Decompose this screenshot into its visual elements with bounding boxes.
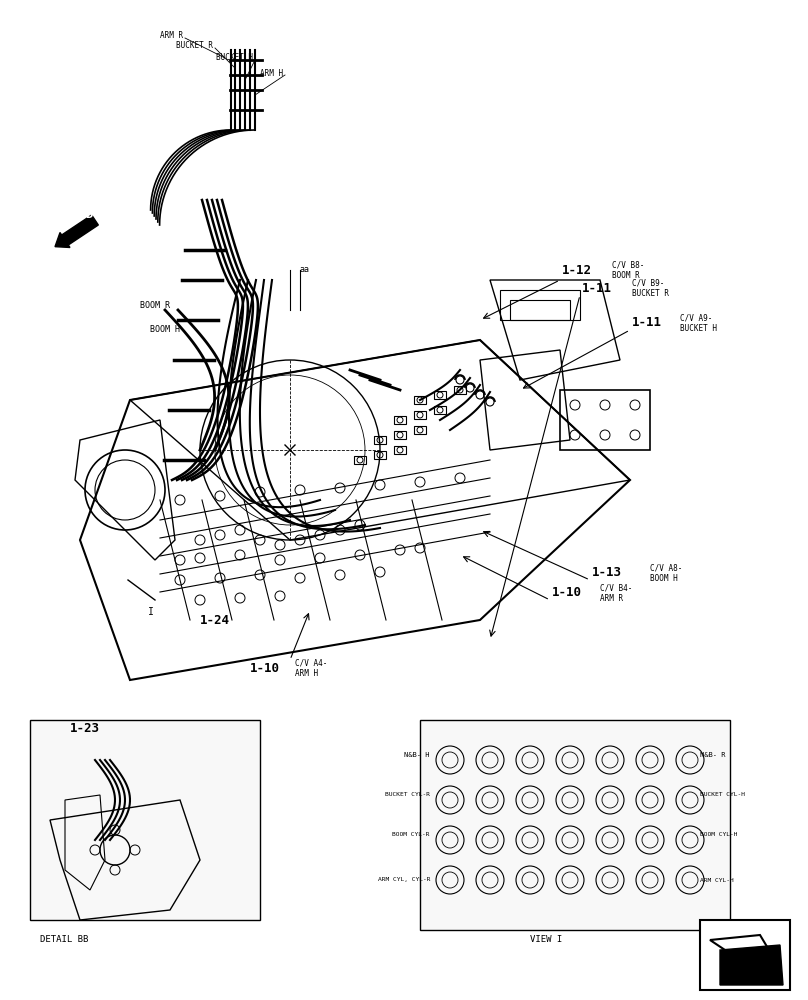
Bar <box>560 390 650 450</box>
Bar <box>394 431 406 439</box>
Text: C/V A8-
BOOM H: C/V A8- BOOM H <box>650 563 683 583</box>
Text: BOOM R: BOOM R <box>140 300 170 310</box>
Text: 1-23: 1-23 <box>70 722 100 734</box>
Text: BUCKET CYL-H: BUCKET CYL-H <box>700 792 745 798</box>
Text: 1-10: 1-10 <box>250 662 280 674</box>
Text: C/V B8-
BOOM R: C/V B8- BOOM R <box>612 260 644 280</box>
Bar <box>434 406 446 414</box>
Bar <box>434 391 446 399</box>
Text: BUCKET H: BUCKET H <box>216 53 253 62</box>
Text: BUCKET CYL-R: BUCKET CYL-R <box>385 792 430 798</box>
Text: 1-11: 1-11 <box>582 282 612 294</box>
Text: 1-10: 1-10 <box>552 586 582 599</box>
FancyArrow shape <box>55 215 99 247</box>
Text: BOOM CYL-H: BOOM CYL-H <box>700 832 738 838</box>
Bar <box>500 290 580 320</box>
Text: ARM CYL, CYL-R: ARM CYL, CYL-R <box>377 878 430 882</box>
Bar <box>700 920 790 990</box>
Text: aa: aa <box>300 265 310 274</box>
Bar <box>394 446 406 454</box>
Text: ARM H: ARM H <box>260 68 283 78</box>
Text: BOOM CYL-R: BOOM CYL-R <box>393 832 430 838</box>
Text: 1-12: 1-12 <box>562 263 592 276</box>
Text: 1-24: 1-24 <box>200 613 230 626</box>
Text: 1-13: 1-13 <box>592 566 622 580</box>
Bar <box>354 456 366 464</box>
Text: N&B- H: N&B- H <box>405 752 430 758</box>
Text: C/V A4-
ARM H: C/V A4- ARM H <box>295 658 327 678</box>
Text: ARM R: ARM R <box>160 31 183 40</box>
Bar <box>420 720 730 930</box>
Bar <box>394 416 406 424</box>
Bar <box>414 426 426 434</box>
Bar <box>374 436 386 444</box>
Text: DETAIL BB: DETAIL BB <box>40 936 88 944</box>
Text: C/V A9-
BUCKET H: C/V A9- BUCKET H <box>680 313 717 333</box>
Bar <box>30 720 260 920</box>
Bar <box>414 411 426 419</box>
Bar <box>374 451 386 459</box>
Text: 1-11: 1-11 <box>632 316 662 330</box>
Text: C/V B4-
ARM R: C/V B4- ARM R <box>600 583 633 603</box>
Text: C/V B9-
BUCKET R: C/V B9- BUCKET R <box>632 278 669 298</box>
Text: FWD: FWD <box>72 209 95 222</box>
Text: BOOM H: BOOM H <box>150 326 180 334</box>
Bar <box>454 386 466 394</box>
Bar <box>510 300 570 320</box>
Text: BUCKET R: BUCKET R <box>176 41 213 50</box>
Text: VIEW I: VIEW I <box>530 936 562 944</box>
Bar <box>414 396 426 404</box>
Text: I: I <box>148 607 154 617</box>
Polygon shape <box>720 945 783 985</box>
Text: N&B- R: N&B- R <box>700 752 726 758</box>
Text: ARM CYL-H: ARM CYL-H <box>700 878 734 882</box>
